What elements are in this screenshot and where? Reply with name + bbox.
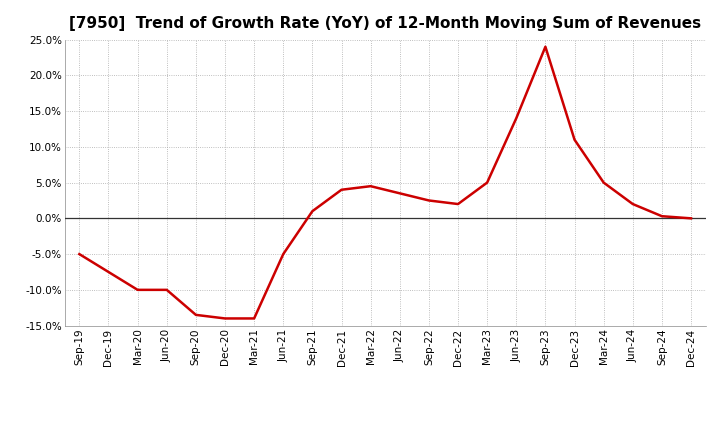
- Title: [7950]  Trend of Growth Rate (YoY) of 12-Month Moving Sum of Revenues: [7950] Trend of Growth Rate (YoY) of 12-…: [69, 16, 701, 32]
